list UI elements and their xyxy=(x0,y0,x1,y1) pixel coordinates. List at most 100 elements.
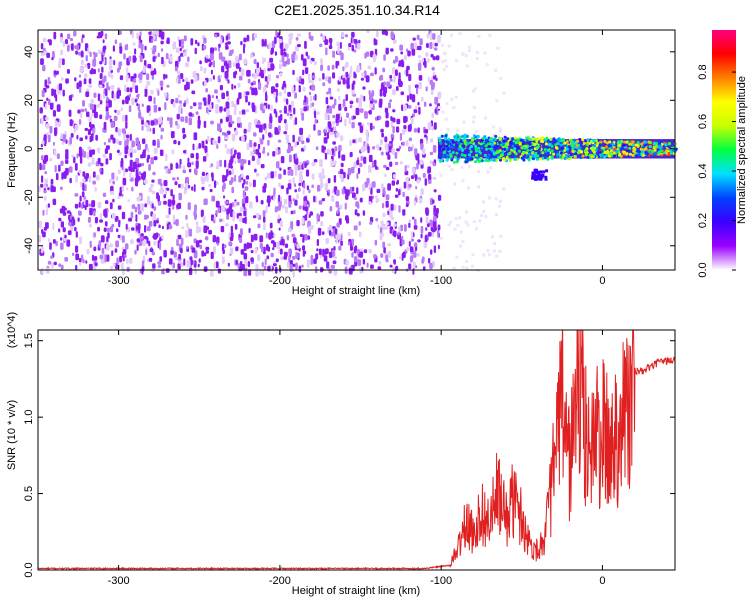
spectrogram-cell xyxy=(188,168,192,173)
spectrogram-cell xyxy=(106,236,109,243)
spectrogram-cell xyxy=(211,174,214,182)
spectrogram-cell xyxy=(404,165,407,173)
spectrogram-cell xyxy=(445,140,449,144)
spectrogram-cell xyxy=(103,75,107,82)
spectrogram-cell xyxy=(480,213,483,217)
spectrogram-cell xyxy=(108,178,112,184)
spectrogram-cell xyxy=(311,161,316,167)
spectrogram-cell xyxy=(215,107,219,114)
spectrogram-cell xyxy=(60,77,64,81)
spectrogram-cell xyxy=(110,134,114,140)
spectrogram-cell xyxy=(234,160,237,165)
spectrogram-cell xyxy=(194,204,197,212)
spectrogram-cell xyxy=(477,170,480,174)
spectrogram-cell xyxy=(368,182,371,191)
spectrogram-cell xyxy=(516,138,520,142)
spectrogram-cell xyxy=(400,224,404,232)
spectrogram-cell xyxy=(204,174,207,182)
spectrogram-cell xyxy=(168,258,173,265)
spectrogram-cell xyxy=(393,174,396,179)
spectrogram-cell xyxy=(360,155,363,162)
spectrogram-cell xyxy=(342,98,346,107)
spectrogram-cell xyxy=(385,254,388,262)
spectrogram-cell xyxy=(183,35,187,42)
spectrogram-cell xyxy=(269,115,273,124)
spectrogram-cell xyxy=(379,227,383,234)
spectrogram-cell xyxy=(584,149,587,153)
spectrogram-cell xyxy=(140,116,144,121)
spectrogram-cell xyxy=(632,148,636,152)
spectrogram-cell xyxy=(53,261,57,266)
spectrogram-cell xyxy=(486,156,490,160)
colorbar-ticks: 0.00.20.40.60.8 xyxy=(697,64,736,278)
spectrogram-cell xyxy=(246,34,250,42)
spectrogram-cell xyxy=(245,196,249,204)
spectrogram-cell xyxy=(226,148,231,154)
spectrogram-cell xyxy=(53,239,56,244)
spectrogram-cell xyxy=(174,181,178,186)
spectrogram-cell xyxy=(159,186,164,194)
spectrogram-cell xyxy=(311,84,316,91)
spectrogram-cell xyxy=(288,200,292,208)
spectrogram-cell xyxy=(89,121,92,128)
spectrogram-cell xyxy=(252,215,257,219)
spectrogram-cell xyxy=(513,147,517,151)
spectrogram-cell xyxy=(206,174,209,183)
spectrogram-cell xyxy=(483,153,487,157)
spectrogram-cell xyxy=(313,124,316,131)
spectrogram-cell xyxy=(197,42,200,47)
spectrogram-cell xyxy=(284,119,287,124)
spectrogram-cell xyxy=(267,246,271,252)
spectrogram-cell xyxy=(537,170,541,174)
spectrogram-cell xyxy=(161,225,164,230)
spectrogram-cell xyxy=(80,59,84,66)
spectrogram-cell xyxy=(405,116,408,122)
spectrogram-cell xyxy=(443,150,446,154)
spectrogram-cell xyxy=(81,191,85,198)
spectrogram-cell xyxy=(324,112,329,120)
spectrogram-cell xyxy=(267,104,270,110)
spectrogram-cell xyxy=(88,78,92,84)
spectrogram-cell xyxy=(294,168,298,176)
spectrogram-cell xyxy=(321,174,326,179)
spectrogram-cell xyxy=(416,179,421,184)
spectrogram-cell xyxy=(248,101,251,106)
spectrogram-cell xyxy=(137,232,140,237)
spectrogram-cell xyxy=(262,210,266,217)
spectrogram-cell xyxy=(126,43,129,50)
spectrogram-cell xyxy=(75,50,78,55)
spectrogram-cell xyxy=(640,142,644,146)
spectrogram-cell xyxy=(312,75,316,79)
spectrogram-cell xyxy=(191,161,194,166)
spectrogram-cell xyxy=(109,226,114,233)
spectrogram-cell xyxy=(288,255,291,263)
spectrogram-cell xyxy=(288,154,292,163)
spectrogram-cell xyxy=(56,70,59,75)
spectrogram-cell xyxy=(163,73,166,80)
spectrogram-cell xyxy=(111,172,115,180)
spectrogram-cell xyxy=(286,53,289,58)
spectrogram-cell xyxy=(144,143,148,151)
spectrogram-cell xyxy=(586,138,590,142)
spectrogram-cell xyxy=(459,244,463,248)
spectrogram-cell xyxy=(242,217,246,224)
spectrogram-cell xyxy=(120,107,124,112)
spectrogram-cell xyxy=(110,74,114,79)
spectrogram-cell xyxy=(181,226,185,230)
spectrogram-cell xyxy=(450,158,454,162)
spectrogram-cell xyxy=(470,145,473,148)
spectrogram-cell xyxy=(419,38,423,46)
spectrogram-cell xyxy=(484,116,487,120)
spectrogram-cell xyxy=(259,268,262,276)
spectrogram-cell xyxy=(426,139,429,144)
spectrogram-cell xyxy=(238,53,242,61)
spectrogram-cell xyxy=(477,146,481,150)
spectrogram-cell xyxy=(86,151,90,160)
spectrogram-cell xyxy=(605,141,609,145)
spectrogram-cell xyxy=(487,145,491,149)
spectrogram-cell xyxy=(257,82,262,90)
spectrogram-cell xyxy=(369,221,373,225)
spectrogram-cell xyxy=(264,258,267,266)
spectrogram-cell xyxy=(81,34,85,39)
spectrogram-cell xyxy=(266,81,269,85)
